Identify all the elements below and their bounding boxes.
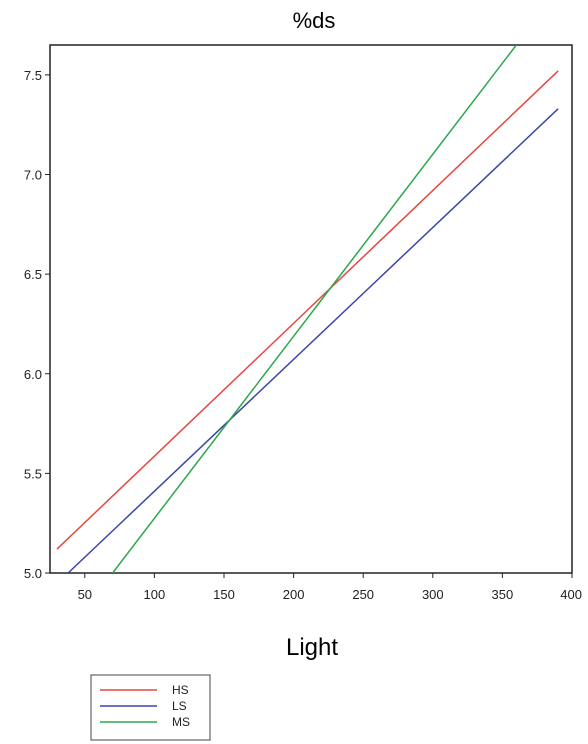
legend-label-ms: MS bbox=[172, 715, 190, 729]
legend-label-ls: LS bbox=[172, 699, 187, 713]
x-tick-label: 50 bbox=[78, 587, 92, 602]
y-tick-label: 6.0 bbox=[24, 367, 42, 382]
series-line-ms bbox=[112, 45, 517, 573]
plot-area bbox=[49, 44, 573, 574]
y-tick-label: 6.5 bbox=[24, 267, 42, 282]
x-tick-label: 200 bbox=[283, 587, 305, 602]
x-tick-label: 150 bbox=[213, 587, 235, 602]
y-tick-label: 5.5 bbox=[24, 466, 42, 481]
legend-label-hs: HS bbox=[172, 683, 189, 697]
x-tick-label: 400 bbox=[560, 587, 582, 602]
y-tick-label: 7.0 bbox=[24, 168, 42, 183]
y-tick-label: 7.5 bbox=[24, 68, 42, 83]
legend: HS LS MS bbox=[90, 674, 211, 741]
x-tick-label: 100 bbox=[144, 587, 166, 602]
series-layer bbox=[56, 45, 559, 573]
chart-title: %ds bbox=[293, 8, 336, 33]
x-axis-label: Light bbox=[286, 634, 338, 661]
y-axis: 5.0 5.5 6.0 6.5 7.0 7.5 bbox=[24, 68, 50, 581]
x-tick-label: 250 bbox=[352, 587, 374, 602]
x-tick-label: 300 bbox=[422, 587, 444, 602]
x-tick-label: 350 bbox=[492, 587, 514, 602]
x-axis: 50 100 150 200 250 300 350 400 bbox=[78, 573, 582, 602]
y-tick-label: 5.0 bbox=[24, 566, 42, 581]
legend-box bbox=[90, 674, 211, 741]
series-line-ls bbox=[67, 108, 559, 573]
series-line-hs bbox=[56, 70, 559, 550]
